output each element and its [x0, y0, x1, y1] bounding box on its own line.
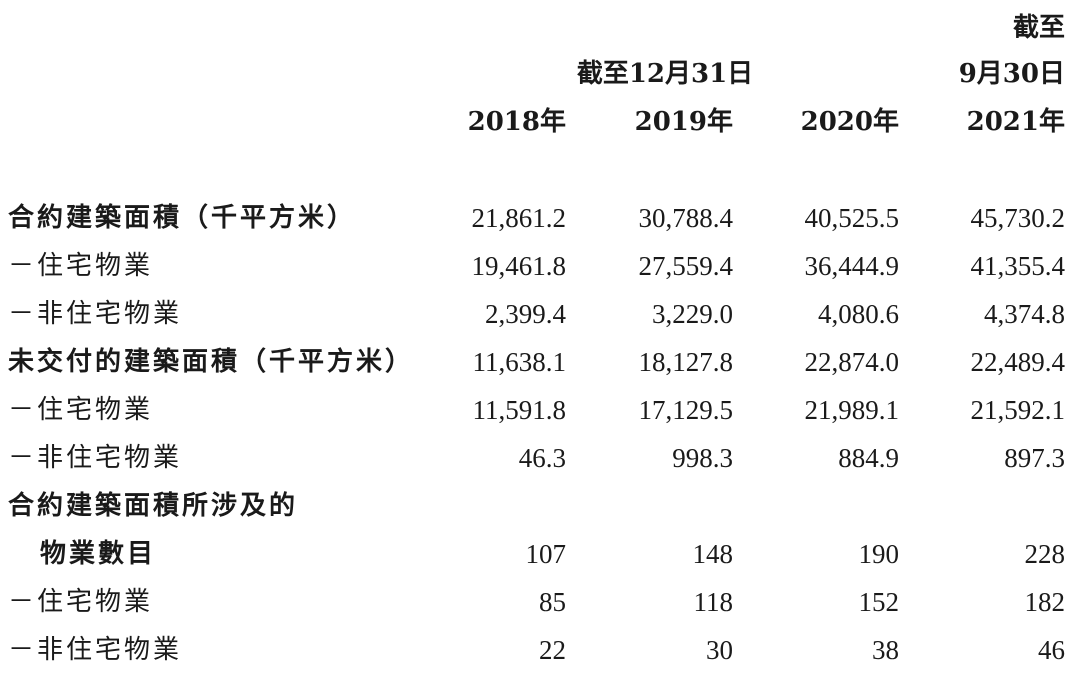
- table-row-undelivered-gfa: 未交付的建築面積（千平方米） 11,638.1 18,127.8 22,874.…: [0, 342, 1089, 382]
- header-dec31-label: 截至12月31日: [576, 59, 754, 89]
- table-row-undelivered-residential: －住宅物業 11,591.8 17,129.5 21,989.1 21,592.…: [0, 390, 1089, 430]
- row-label: －非住宅物業: [8, 635, 183, 665]
- row-label: －住宅物業: [8, 587, 154, 617]
- cell-2018: 19,461.8: [471, 251, 567, 281]
- header-as-of-label: 截至: [1012, 13, 1065, 43]
- row-label: －住宅物業: [8, 251, 154, 281]
- table-row-number-of-properties: 物業數目 107 148 190 228: [0, 534, 1089, 574]
- cell-2020: 190: [858, 539, 900, 569]
- table-row-properties-residential: －住宅物業 85 118 152 182: [0, 582, 1089, 622]
- row-label: －非住宅物業: [8, 443, 183, 473]
- header-year-2021: 2021年: [966, 107, 1065, 137]
- cell-2019: 118: [693, 587, 734, 617]
- cell-2020: 38: [872, 635, 899, 665]
- cell-2021: 228: [1024, 539, 1066, 569]
- row-label: －住宅物業: [8, 395, 154, 425]
- header-sep30-label: 9月30日: [958, 59, 1065, 89]
- table-row-properties-heading: 合約建築面積所涉及的: [0, 486, 1089, 526]
- table-row-properties-non-residential: －非住宅物業 22 30 38 46: [0, 630, 1089, 670]
- cell-2018: 21,861.2: [471, 203, 567, 233]
- cell-2019: 18,127.8: [638, 347, 734, 377]
- cell-2021: 46: [1038, 635, 1065, 665]
- cell-2020: 884.9: [838, 443, 899, 473]
- cell-2020: 21,989.1: [804, 395, 900, 425]
- row-label: 未交付的建築面積（千平方米）: [8, 347, 415, 377]
- cell-2018: 22: [539, 635, 566, 665]
- cell-2020: 22,874.0: [804, 347, 900, 377]
- cell-2019: 998.3: [672, 443, 733, 473]
- cell-2019: 17,129.5: [638, 395, 734, 425]
- table-row-undelivered-non-residential: －非住宅物業 46.3 998.3 884.9 897.3: [0, 438, 1089, 478]
- cell-2021: 897.3: [1004, 443, 1065, 473]
- cell-2021: 182: [1024, 587, 1066, 617]
- cell-2018: 11,638.1: [472, 347, 567, 377]
- cell-2019: 3,229.0: [652, 299, 733, 329]
- cell-2019: 148: [692, 539, 734, 569]
- row-label: 合約建築面積所涉及的: [8, 491, 299, 521]
- table-row-contracted-residential: －住宅物業 19,461.8 27,559.4 36,444.9 41,355.…: [0, 246, 1089, 286]
- cell-2021: 21,592.1: [970, 395, 1066, 425]
- header-year-2018: 2018年: [467, 107, 566, 137]
- row-label: －非住宅物業: [8, 299, 183, 329]
- cell-2021: 41,355.4: [970, 251, 1066, 281]
- row-label: 合約建築面積（千平方米）: [8, 203, 357, 233]
- row-label: 物業數目: [40, 539, 157, 569]
- table-row-contracted-gfa: 合約建築面積（千平方米） 21,861.2 30,788.4 40,525.5 …: [0, 198, 1089, 238]
- cell-2019: 30: [706, 635, 733, 665]
- cell-2020: 36,444.9: [804, 251, 900, 281]
- cell-2020: 4,080.6: [818, 299, 899, 329]
- cell-2018: 11,591.8: [472, 395, 567, 425]
- cell-2018: 2,399.4: [485, 299, 566, 329]
- cell-2021: 45,730.2: [970, 203, 1066, 233]
- cell-2021: 4,374.8: [984, 299, 1065, 329]
- cell-2018: 85: [539, 587, 566, 617]
- cell-2018: 46.3: [518, 443, 566, 473]
- cell-2020: 40,525.5: [804, 203, 900, 233]
- header-year-2020: 2020年: [800, 107, 899, 137]
- header-year-2019: 2019年: [634, 107, 733, 137]
- cell-2021: 22,489.4: [970, 347, 1066, 377]
- cell-2020: 152: [858, 587, 900, 617]
- cell-2019: 30,788.4: [638, 203, 734, 233]
- table-row-contracted-non-residential: －非住宅物業 2,399.4 3,229.0 4,080.6 4,374.8: [0, 294, 1089, 334]
- cell-2019: 27,559.4: [638, 251, 734, 281]
- cell-2018: 107: [525, 539, 567, 569]
